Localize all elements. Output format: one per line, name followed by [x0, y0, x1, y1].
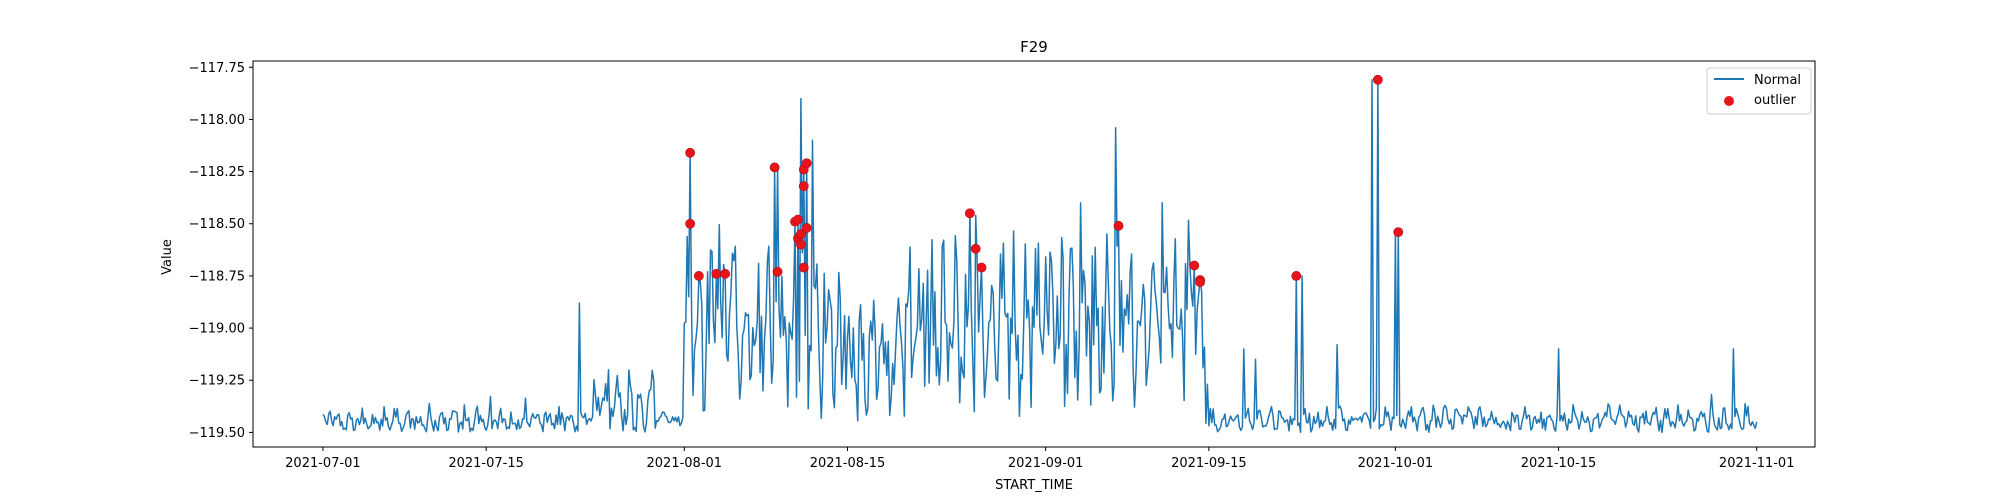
- chart-title: F29: [1020, 38, 1048, 56]
- outlier-point: [1393, 227, 1404, 237]
- legend: Normal outlier: [1706, 67, 1812, 115]
- x-tick-label: 2021-09-15: [1171, 456, 1247, 471]
- x-tick-label: 2021-10-01: [1358, 456, 1434, 471]
- axes-frame: [252, 60, 1816, 448]
- outlier-point: [798, 262, 809, 273]
- y-tick-label: −119.25: [189, 374, 245, 389]
- y-tick-label: −118.25: [189, 165, 245, 180]
- x-tick-label: 2021-08-01: [647, 456, 723, 471]
- y-axis-label: Value: [160, 239, 175, 275]
- x-tick-label: 2021-11-01: [1719, 456, 1795, 471]
- outlier-point: [970, 243, 981, 254]
- outlier-point: [801, 223, 812, 233]
- outlier-point: [1195, 277, 1206, 288]
- outlier-point: [795, 239, 806, 250]
- outlier-point: [801, 158, 812, 169]
- y-axis: −119.50 −119.25 −119.00 −118.75 −118.50 −118.…: [189, 61, 253, 441]
- x-tick-label: 2021-10-15: [1521, 456, 1597, 471]
- outlier-point: [1291, 271, 1302, 281]
- y-tick-label: −118.00: [189, 113, 245, 128]
- y-tick-label: −119.50: [189, 426, 245, 441]
- x-tick-label: 2021-07-15: [448, 456, 524, 471]
- outlier-point: [976, 262, 987, 273]
- outlier-point: [1372, 74, 1383, 85]
- x-axis: 2021-07-01 2021-07-15 2021-08-01 2021-08-15…: [285, 447, 1794, 471]
- outlier-point: [795, 229, 806, 240]
- y-tick-label: −119.00: [189, 322, 245, 337]
- outlier-point: [793, 214, 803, 225]
- series-line-normal: [322, 79, 1758, 434]
- legend-label-normal: Normal: [1754, 73, 1801, 88]
- outlier-point: [772, 266, 783, 277]
- y-tick-label: −117.75: [189, 61, 245, 76]
- outlier-point: [1189, 260, 1200, 271]
- outlier-point: [798, 181, 809, 192]
- outlier-point: [693, 271, 704, 281]
- x-tick-label: 2021-08-15: [810, 456, 886, 471]
- y-tick-label: −118.50: [189, 217, 245, 232]
- outlier-point: [769, 162, 780, 173]
- legend-marker-outlier: [1724, 96, 1734, 106]
- x-tick-label: 2021-07-01: [285, 456, 361, 471]
- outlier-point: [711, 268, 722, 279]
- outlier-point: [720, 268, 730, 279]
- outlier-point: [964, 208, 975, 219]
- outlier-point: [685, 147, 696, 158]
- outlier-point: [685, 218, 696, 229]
- outlier-point: [1113, 220, 1124, 231]
- plot-area: [322, 74, 1758, 434]
- x-axis-label: START_TIME: [995, 478, 1073, 493]
- x-tick-label: 2021-09-01: [1008, 456, 1084, 471]
- y-tick-label: −118.75: [189, 269, 245, 284]
- legend-label-outlier: outlier: [1754, 93, 1797, 108]
